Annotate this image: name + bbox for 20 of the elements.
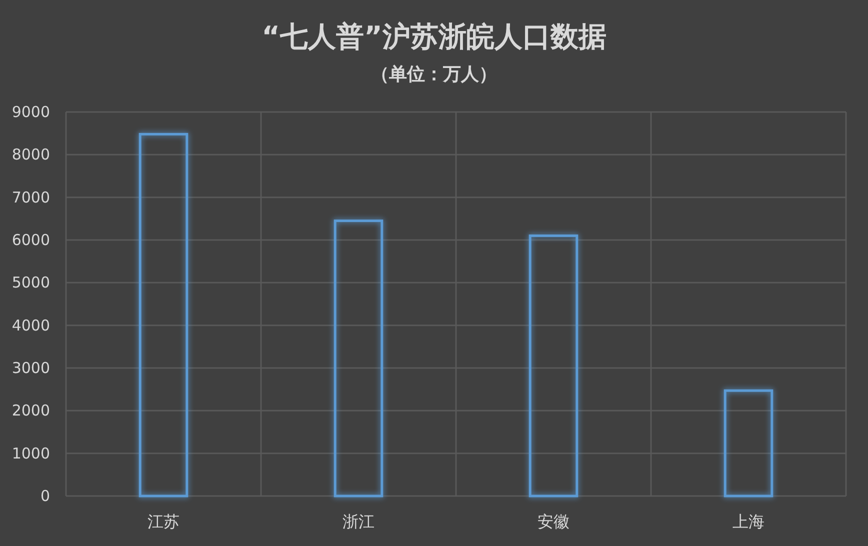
- y-tick-label: 6000: [12, 231, 50, 249]
- y-tick-label: 4000: [12, 316, 50, 334]
- y-tick-label: 0: [40, 487, 50, 505]
- y-tick-label: 1000: [12, 444, 50, 462]
- y-tick-label: 3000: [12, 359, 50, 377]
- bar: [724, 389, 774, 498]
- bar: [334, 220, 384, 498]
- x-tick-label: 浙江: [342, 512, 374, 531]
- y-tick-label: 7000: [12, 188, 50, 206]
- chart-title: “七人普”沪苏浙皖人口数据: [262, 20, 606, 53]
- x-tick-label: 安徽: [538, 512, 570, 531]
- x-tick-label: 江苏: [148, 512, 180, 531]
- bar: [528, 234, 578, 498]
- y-tick-label: 9000: [12, 103, 50, 121]
- x-tick-label: 上海: [732, 512, 764, 531]
- y-tick-label: 8000: [12, 146, 50, 164]
- chart-subtitle: （单位：万人）: [371, 64, 497, 85]
- y-tick-label: 2000: [12, 402, 50, 420]
- bar: [138, 132, 188, 498]
- y-tick-label: 5000: [12, 274, 50, 292]
